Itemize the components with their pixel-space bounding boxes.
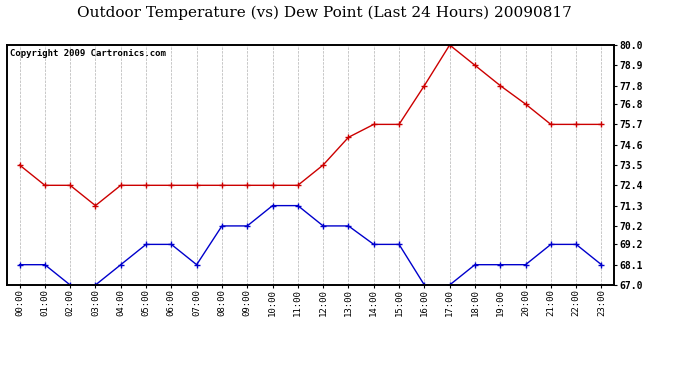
- Text: Outdoor Temperature (vs) Dew Point (Last 24 Hours) 20090817: Outdoor Temperature (vs) Dew Point (Last…: [77, 6, 572, 20]
- Text: Copyright 2009 Cartronics.com: Copyright 2009 Cartronics.com: [10, 49, 166, 58]
